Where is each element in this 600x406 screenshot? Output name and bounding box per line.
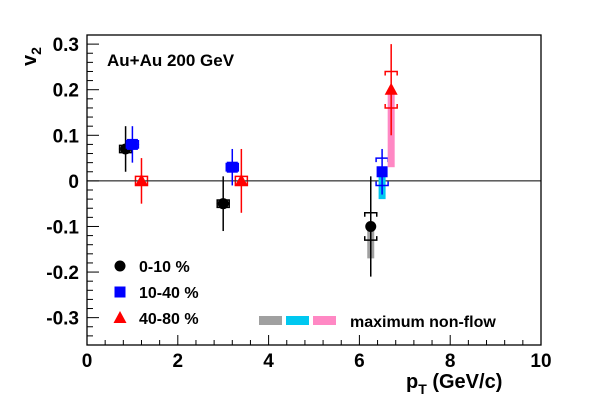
data-point (134, 173, 148, 186)
x-axis-title-unit: (GeV/c) (427, 371, 503, 393)
x-tick-label: 8 (445, 351, 456, 372)
legend-marker (114, 260, 126, 272)
y-axis-title-sub: 2 (28, 47, 44, 55)
sys-error-bracket-top (384, 70, 398, 76)
y-tick-label: -0.1 (46, 217, 79, 238)
y-tick-label: 0.1 (53, 126, 80, 147)
legend-marker (113, 311, 127, 323)
sys-error-bracket-top (364, 212, 378, 217)
legend: 0-10 % 10-40 % 40-80 % (113, 259, 199, 328)
data-series (118, 44, 398, 277)
nonflow-swatch (286, 316, 309, 325)
sys-error-bracket-bottom (375, 181, 389, 187)
series-circle (118, 126, 378, 277)
data-point (226, 161, 238, 173)
sys-error-bracket-bottom (384, 103, 398, 109)
nonflow-legend: maximum non-flow (259, 314, 496, 331)
sys-error-bracket-bottom (364, 236, 378, 241)
nonflow-swatch (259, 316, 282, 325)
chart-annotation: Au+Au 200 GeV (107, 51, 235, 70)
y-tick-label: -0.2 (46, 263, 79, 284)
data-point (365, 220, 377, 232)
y-tick-label: 0 (68, 172, 79, 193)
legend-label: 0-10 % (139, 259, 190, 276)
x-axis-title: pT (GeV/c) (406, 371, 502, 397)
legend-label: 10-40 % (139, 285, 199, 302)
y-axis-title: v2 (19, 47, 44, 66)
axis-ticks: 0 2 4 6 8 10 -0.3 -0.2 -0.1 0 0.1 0.2 0.3 (46, 34, 552, 372)
data-point (376, 166, 388, 178)
data-point (384, 82, 398, 95)
x-axis-title-sub: T (418, 381, 427, 397)
data-point (234, 173, 248, 186)
y-tick-label: 0.3 (53, 35, 79, 56)
x-tick-label: 4 (263, 351, 274, 372)
nonflow-legend-label: maximum non-flow (350, 314, 496, 331)
data-point (126, 138, 138, 150)
x-tick-label: 0 (82, 351, 93, 372)
x-tick-label: 2 (173, 351, 184, 372)
plot-frame (86, 34, 542, 346)
x-tick-label: 10 (530, 351, 551, 372)
legend-label: 40-80 % (139, 311, 199, 328)
series-square (125, 126, 389, 200)
nonflow-swatch (313, 316, 336, 325)
y-tick-label: 0.2 (53, 81, 79, 102)
y-tick-label: -0.3 (46, 309, 79, 330)
data-point (217, 198, 229, 210)
y-axis-title-main: v (19, 54, 41, 66)
series-triangle (134, 44, 398, 213)
x-axis-title-main: p (406, 371, 418, 393)
x-tick-label: 6 (354, 351, 365, 372)
legend-marker (114, 286, 126, 298)
